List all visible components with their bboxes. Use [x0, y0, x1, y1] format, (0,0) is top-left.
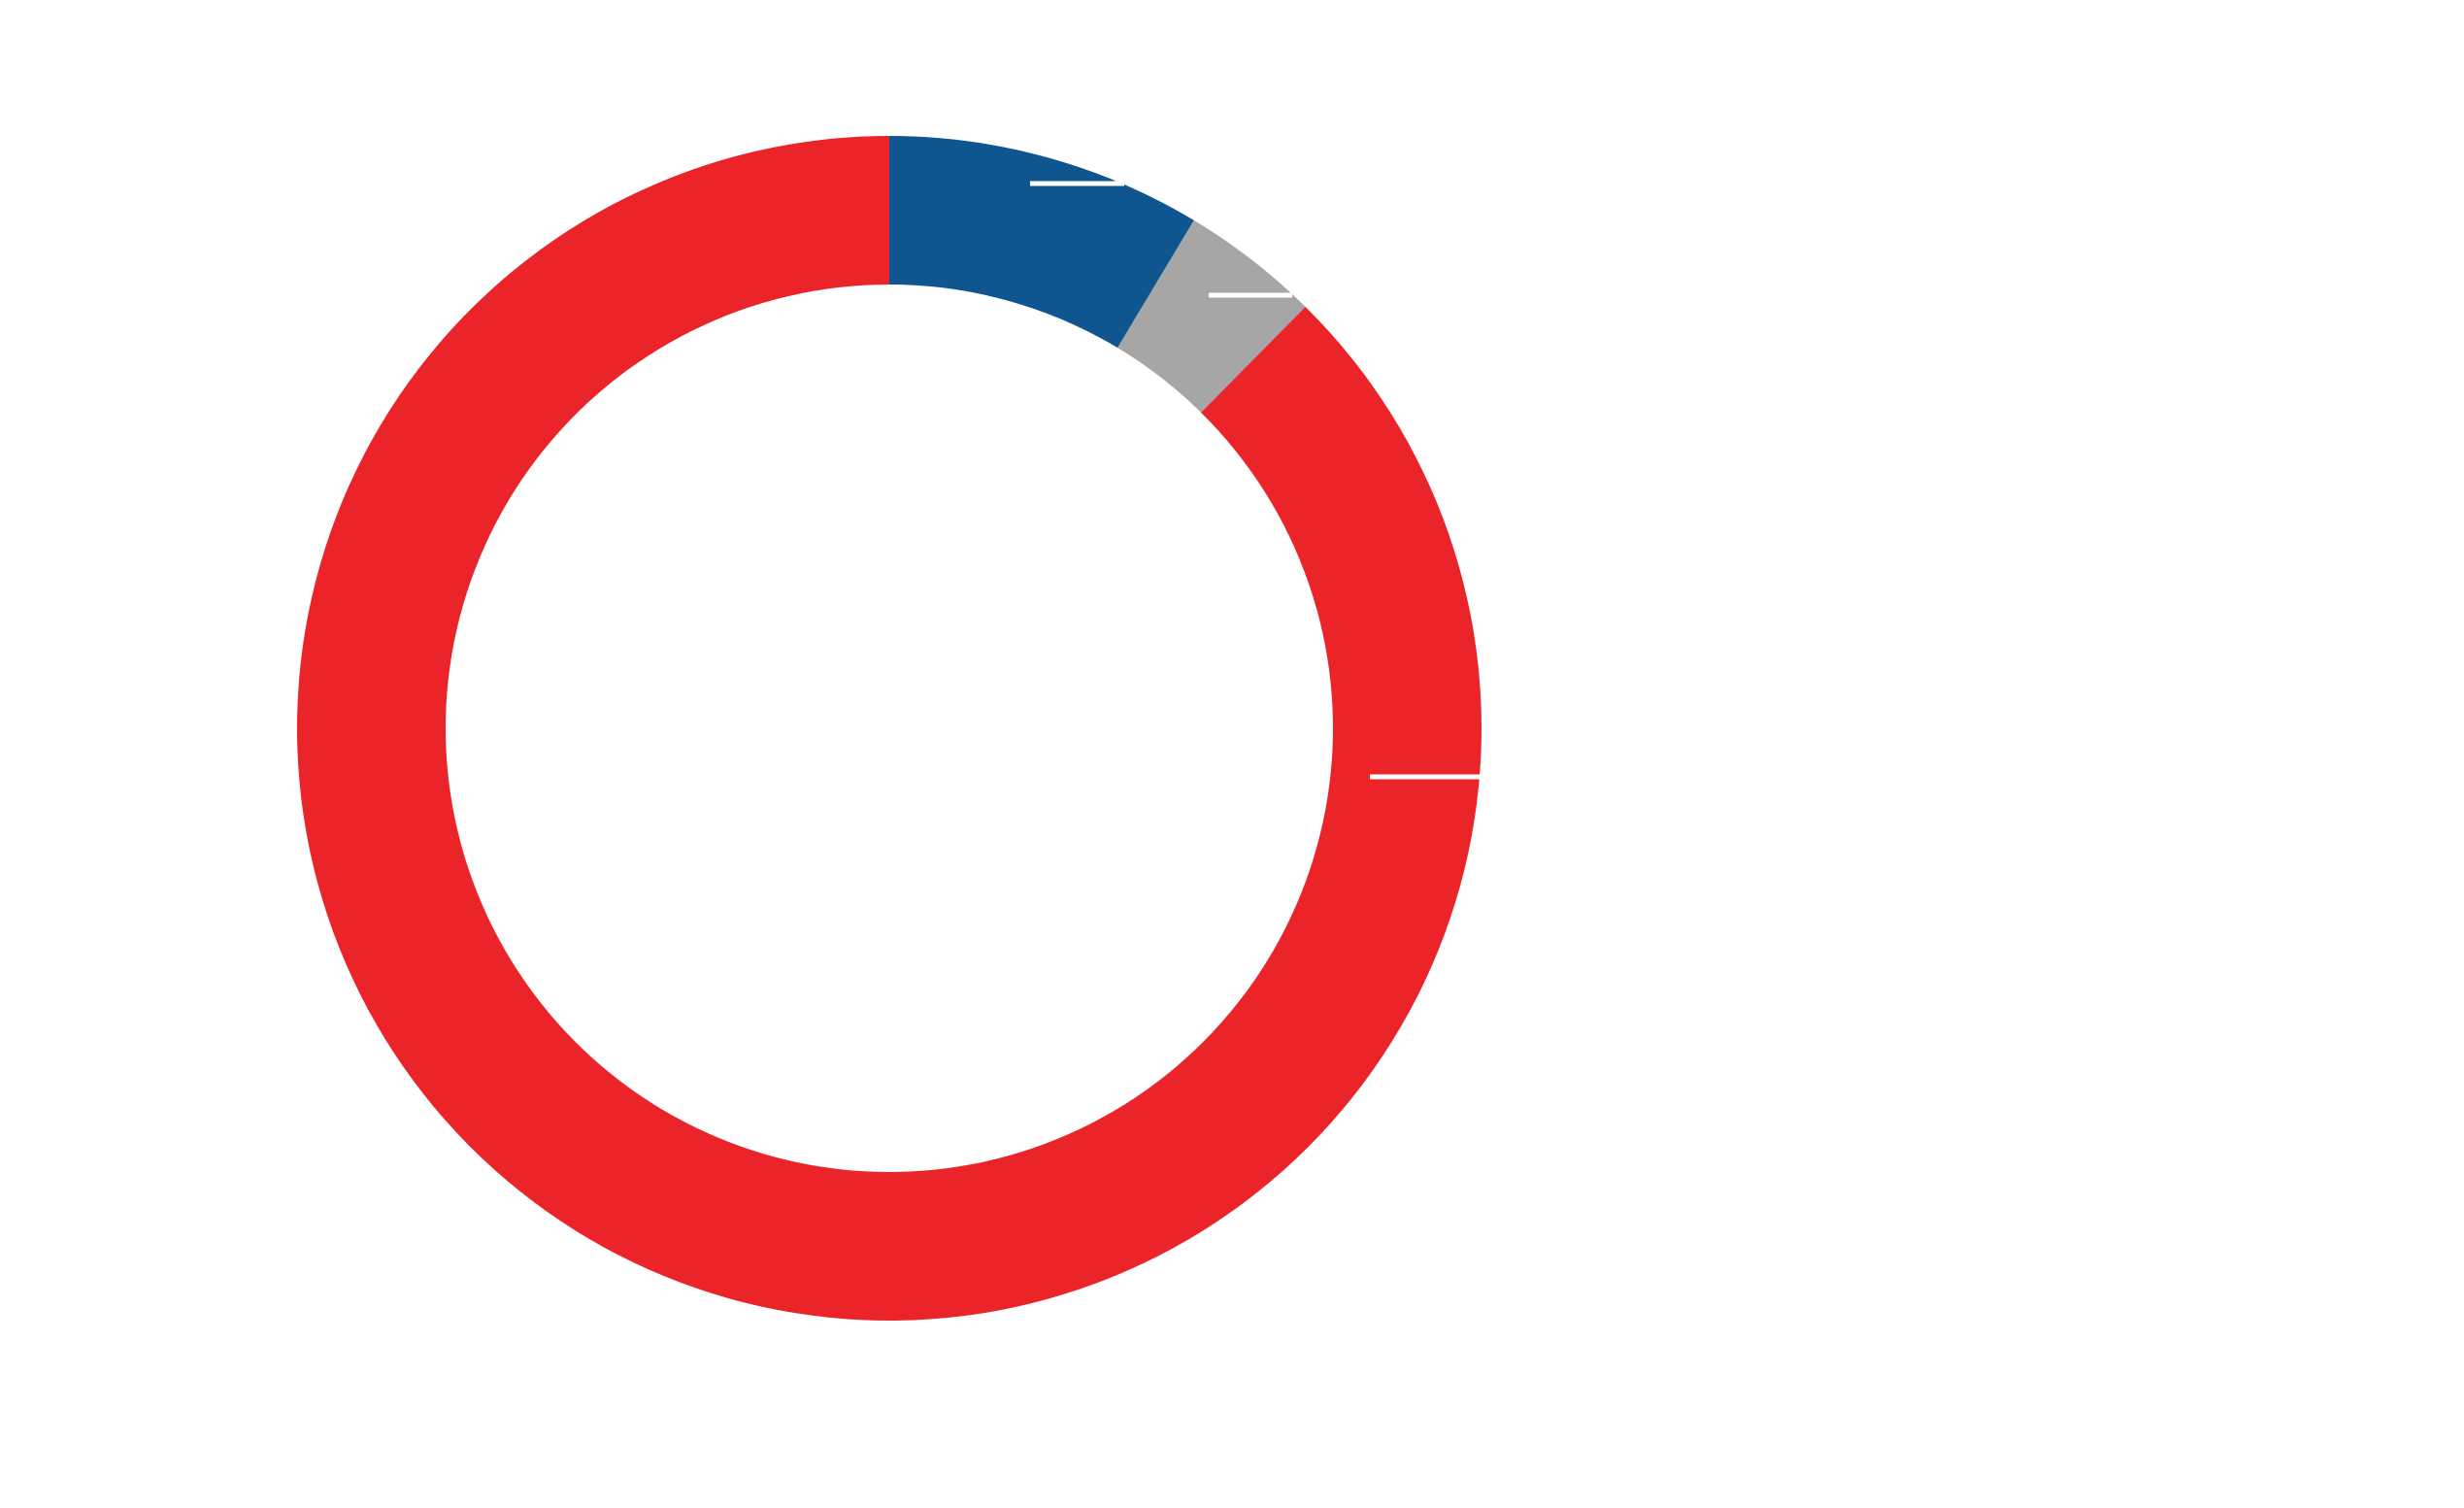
leader-lines	[1030, 181, 1481, 780]
donut	[296, 136, 1482, 1322]
donut-slice	[1117, 219, 1306, 413]
donut-slice	[296, 136, 1482, 1322]
donut-slice	[889, 136, 1194, 349]
